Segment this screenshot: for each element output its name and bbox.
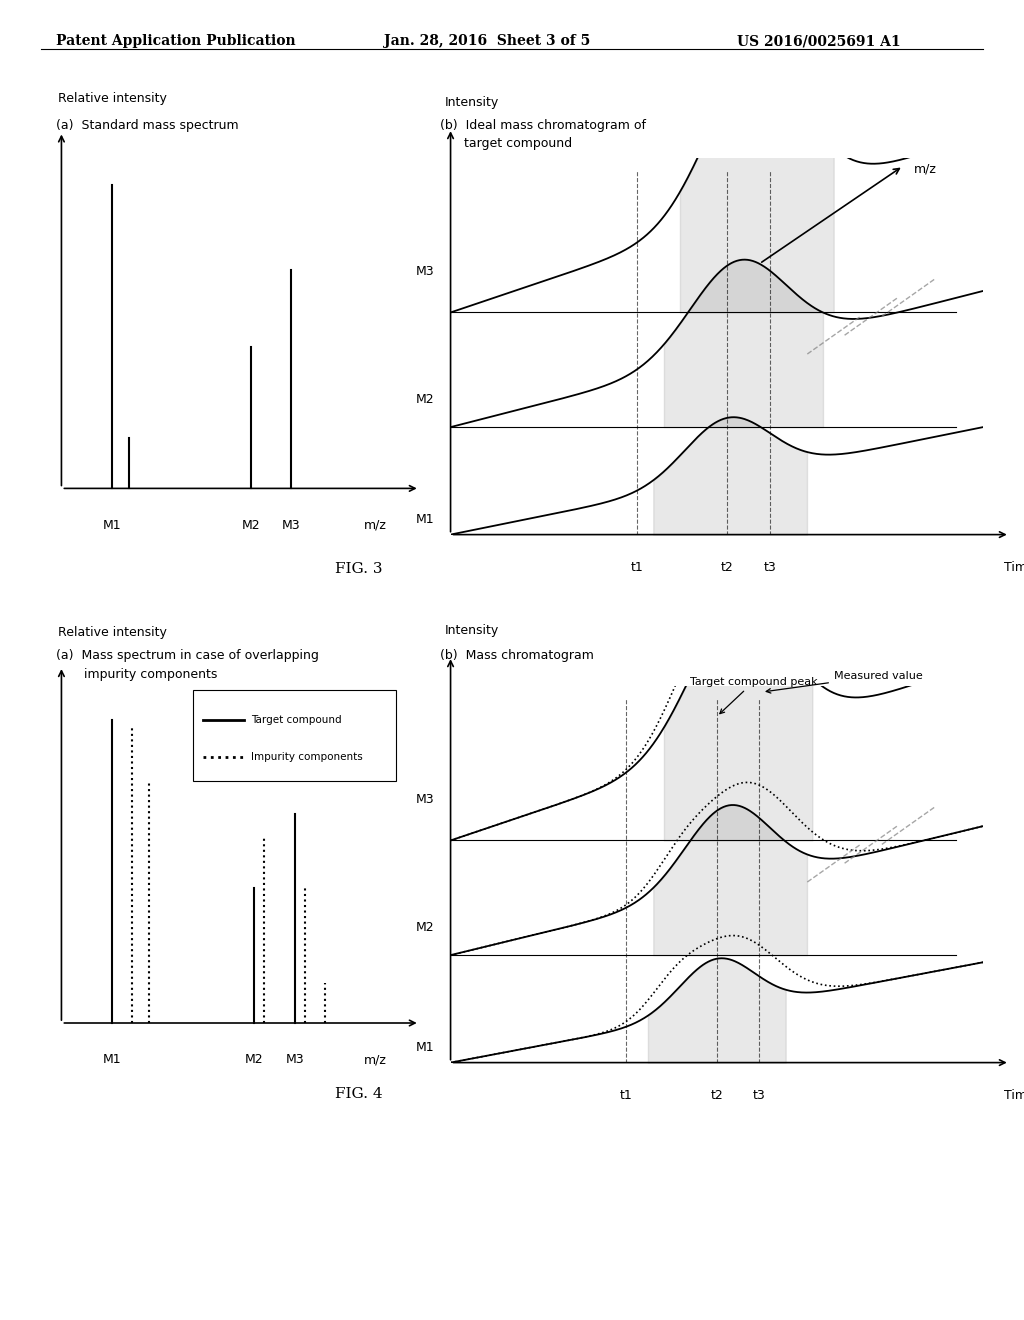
Text: impurity components: impurity components <box>56 668 218 681</box>
Text: t3: t3 <box>753 1089 766 1102</box>
Text: M2: M2 <box>245 1053 263 1067</box>
Text: Intensity: Intensity <box>445 624 500 638</box>
Text: m/z: m/z <box>365 1053 387 1067</box>
Text: M2: M2 <box>416 920 434 933</box>
FancyBboxPatch shape <box>194 690 396 780</box>
Text: t3: t3 <box>764 561 776 574</box>
Text: Jan. 28, 2016  Sheet 3 of 5: Jan. 28, 2016 Sheet 3 of 5 <box>384 34 590 49</box>
Text: Patent Application Publication: Patent Application Publication <box>56 34 296 49</box>
Text: M1: M1 <box>102 519 122 532</box>
Text: Relative intensity: Relative intensity <box>58 626 167 639</box>
Text: (a)  Standard mass spectrum: (a) Standard mass spectrum <box>56 119 239 132</box>
Text: Time: Time <box>1005 1089 1024 1102</box>
Text: t1: t1 <box>631 561 643 574</box>
Text: Measured value: Measured value <box>766 671 923 693</box>
Text: US 2016/0025691 A1: US 2016/0025691 A1 <box>737 34 901 49</box>
Text: FIG. 4: FIG. 4 <box>335 1088 382 1101</box>
Text: target compound: target compound <box>440 137 572 150</box>
Text: m/z: m/z <box>365 519 387 532</box>
Text: (b)  Ideal mass chromatogram of: (b) Ideal mass chromatogram of <box>440 119 646 132</box>
Text: t1: t1 <box>620 1089 633 1102</box>
Text: M1: M1 <box>102 1053 122 1067</box>
Text: M3: M3 <box>416 265 434 277</box>
Text: (a)  Mass spectrum in case of overlapping: (a) Mass spectrum in case of overlapping <box>56 649 319 663</box>
Text: Intensity: Intensity <box>445 96 500 110</box>
Text: Target compound peak: Target compound peak <box>690 677 818 714</box>
Text: M2: M2 <box>242 519 260 532</box>
Text: Target compound: Target compound <box>251 715 341 725</box>
Text: M3: M3 <box>282 519 300 532</box>
Text: (b)  Mass chromatogram: (b) Mass chromatogram <box>440 649 594 663</box>
Text: m/z: m/z <box>913 162 937 176</box>
Text: Impurity components: Impurity components <box>251 752 362 762</box>
Text: M1: M1 <box>416 1041 434 1055</box>
Text: M2: M2 <box>416 392 434 405</box>
Text: Time: Time <box>1005 561 1024 574</box>
Text: t2: t2 <box>721 561 734 574</box>
Text: M1: M1 <box>416 513 434 527</box>
Text: FIG. 3: FIG. 3 <box>335 562 382 576</box>
Text: Relative intensity: Relative intensity <box>58 91 167 104</box>
Text: t2: t2 <box>711 1089 723 1102</box>
Text: M3: M3 <box>416 793 434 805</box>
Text: M3: M3 <box>286 1053 304 1067</box>
